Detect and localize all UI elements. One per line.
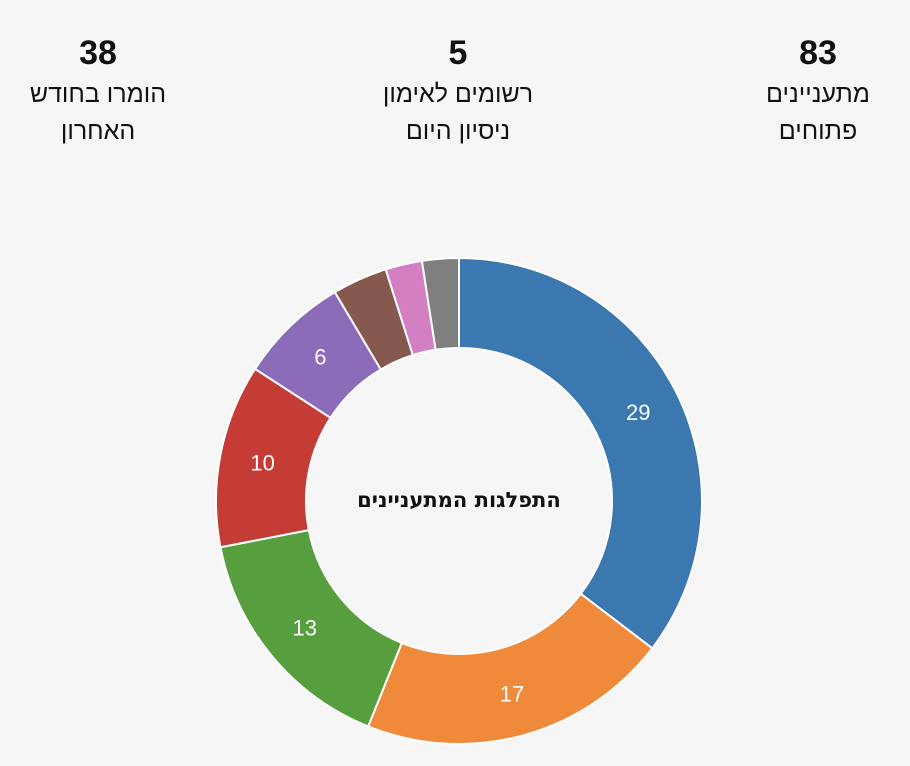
kpi-label-line2: פתוחים <box>778 117 858 145</box>
chart-center-title: התפלגות המתעניינים <box>357 488 561 512</box>
kpi-label-line1: רשומים לאימון <box>382 80 534 108</box>
donut-slices <box>215 256 703 745</box>
kpi-value: 38 <box>79 34 117 72</box>
kpi-converted-last-month: 38 הומרו בחודש האחרון <box>0 30 208 150</box>
slice-labels: 29 17 13 10 6 <box>250 344 650 706</box>
slice-value-label-4: 6 <box>314 344 326 369</box>
kpi-label-line2: ניסיון היום <box>405 117 511 145</box>
kpi-label-line1: הומרו בחודש <box>29 80 167 108</box>
kpi-label-line1: מתעניינים <box>766 80 870 108</box>
kpi-label-line2: האחרון <box>60 117 136 145</box>
donut-slice-1 <box>366 592 654 745</box>
slice-value-label-2: 13 <box>292 616 316 641</box>
kpi-trial-today: 5 רשומים לאימון ניסיון היום <box>348 30 568 150</box>
kpi-value: 83 <box>799 34 837 72</box>
donut-slice-0 <box>458 256 703 650</box>
kpi-open-leads: 83 מתעניינים פתוחים <box>708 30 910 150</box>
donut-slice-7 <box>420 256 460 351</box>
kpi-value: 5 <box>448 34 468 72</box>
slice-value-label-3: 10 <box>250 450 274 475</box>
slice-value-label-0: 29 <box>626 400 650 425</box>
slice-value-label-1: 17 <box>500 681 524 706</box>
